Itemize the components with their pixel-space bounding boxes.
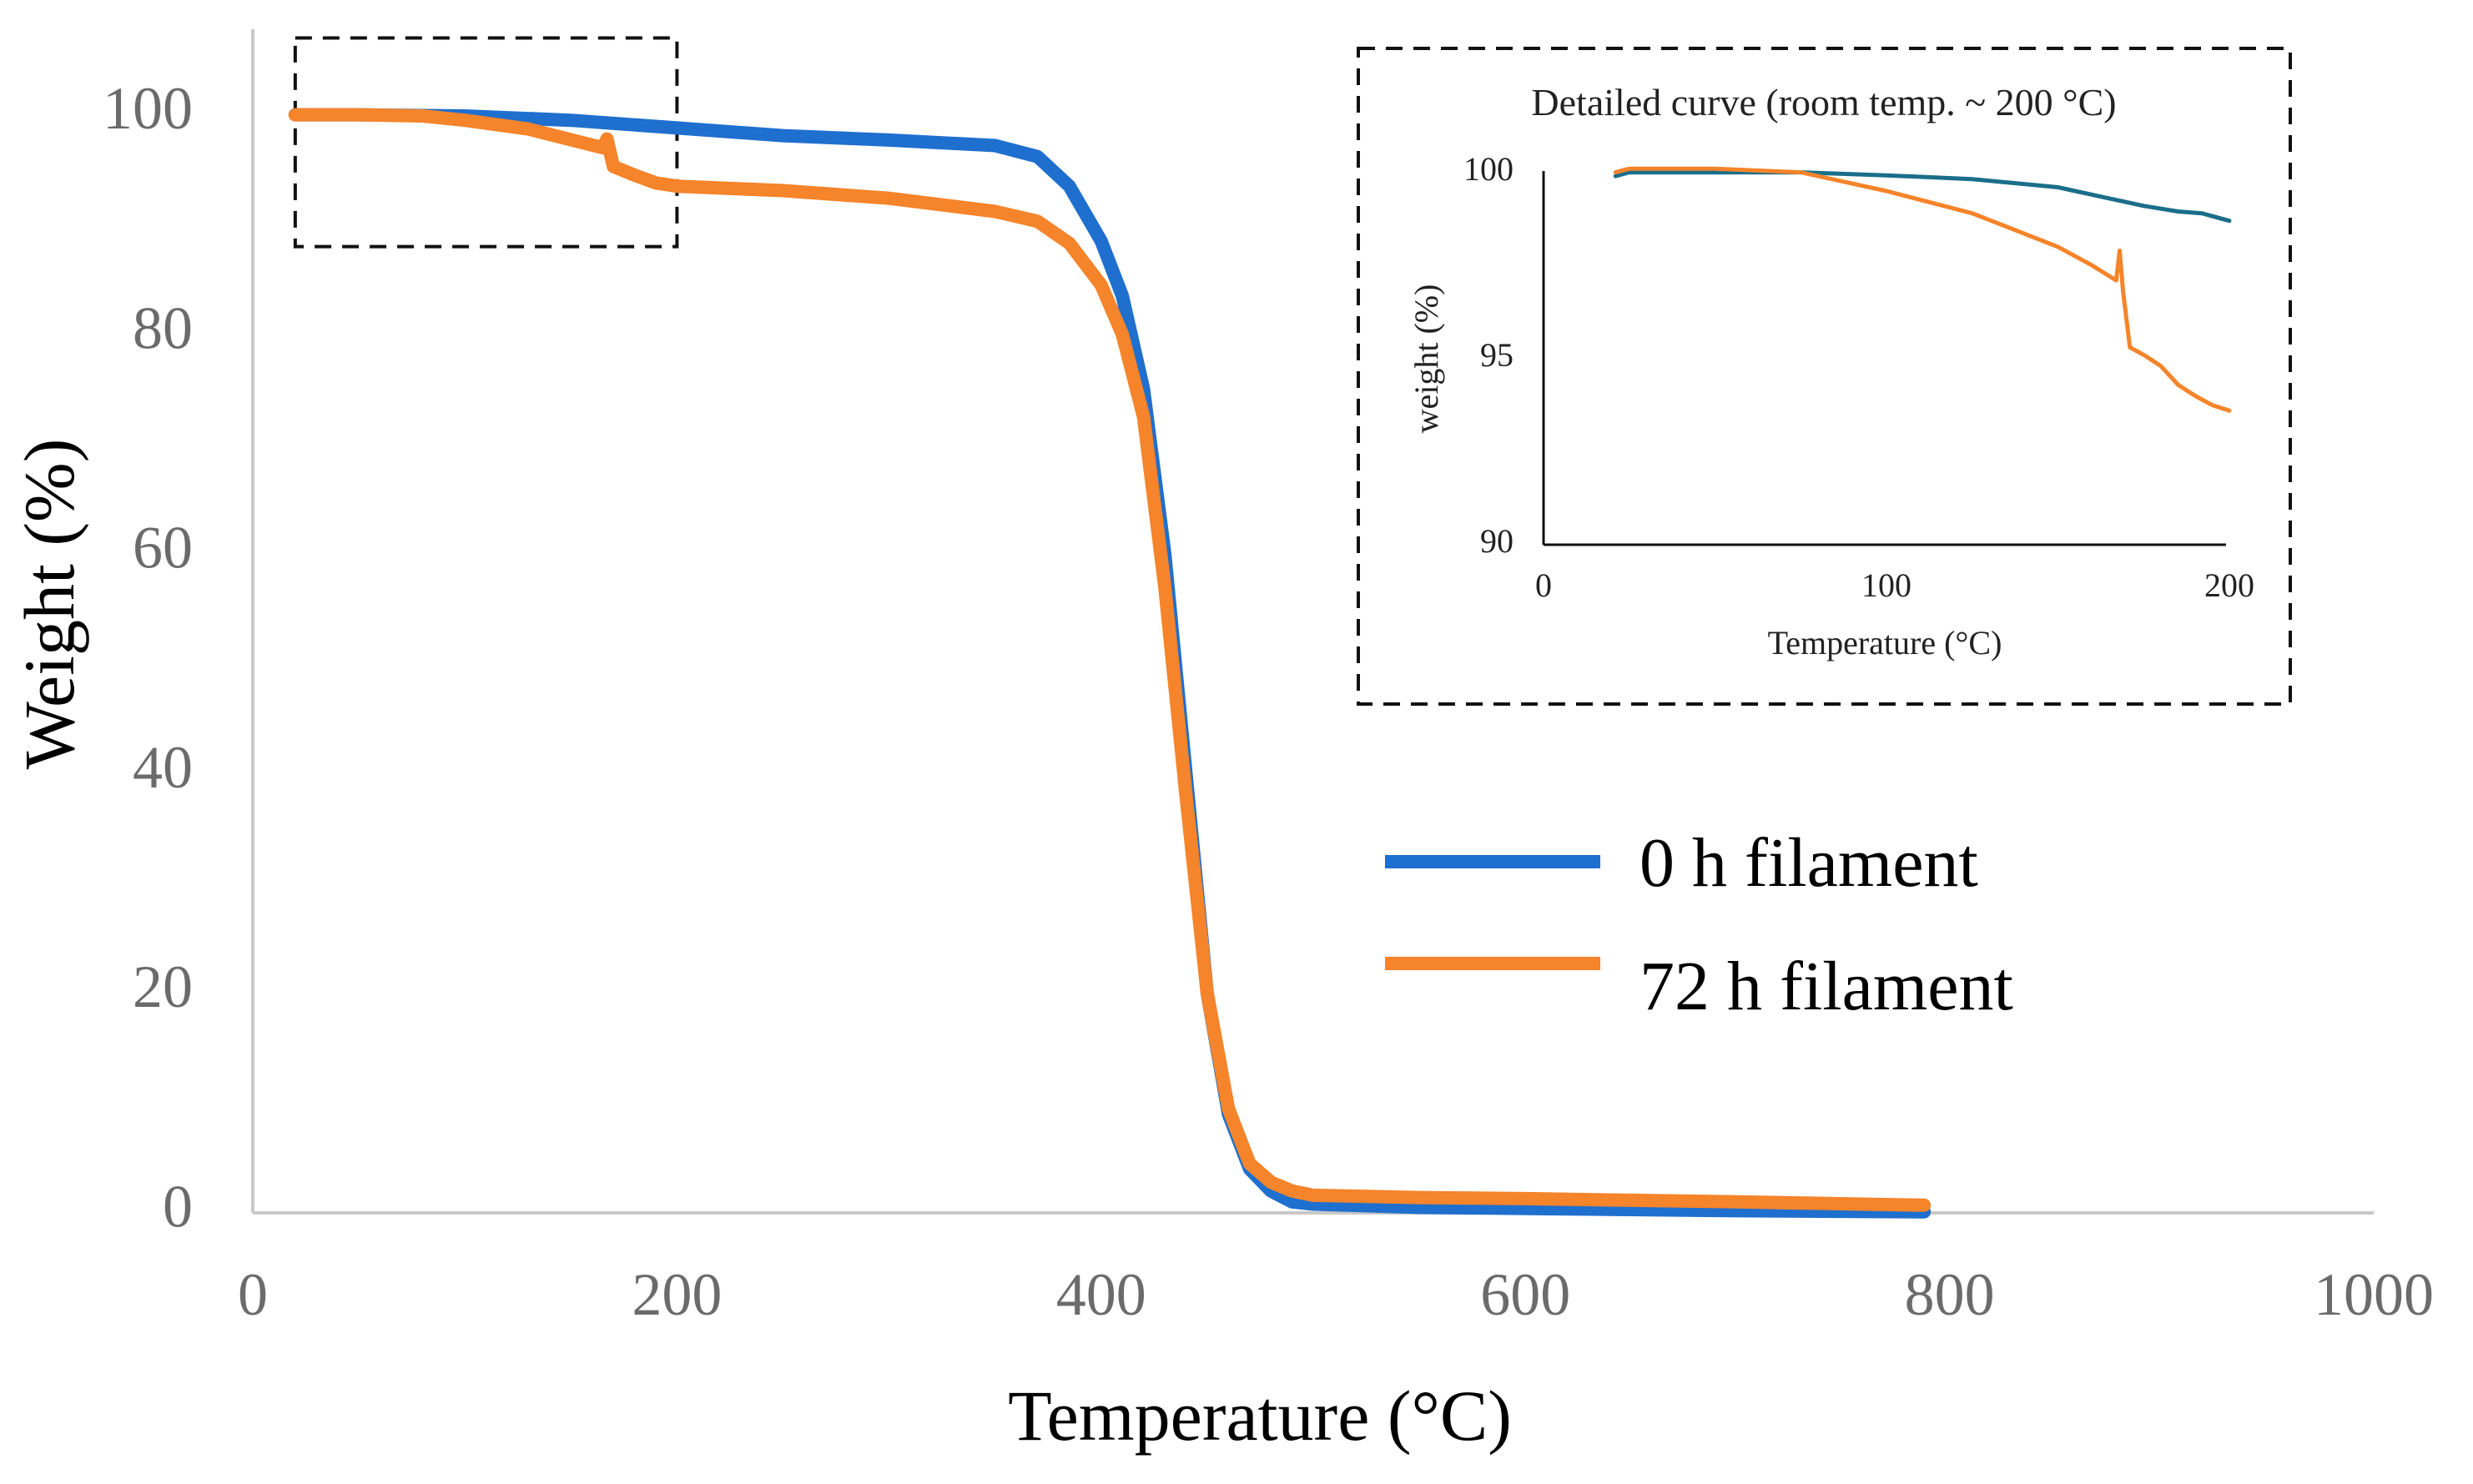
inset-title: Detailed curve (room temp. ~ 200 °C): [1531, 81, 2116, 123]
main-series-group: [288, 108, 1932, 1219]
inset-y-tick-label: 100: [1463, 150, 1514, 188]
inset-y-tick-labels: 90 95 100: [1463, 150, 1514, 560]
main-y-tick-labels: 0 20 40 60 80 100: [103, 75, 193, 1240]
inset-y-axis-title: weight (%): [1408, 284, 1445, 434]
main-x-tick-label: 1000: [2314, 1261, 2434, 1328]
main-y-tick-label: 100: [103, 75, 193, 142]
main-y-tick-label: 0: [163, 1174, 193, 1240]
main-y-tick-label: 60: [133, 515, 193, 581]
inset-x-axis-title: Temperature (°C): [1768, 624, 2002, 662]
main-x-tick-label: 600: [1480, 1261, 1570, 1328]
main-x-tick-label: 400: [1056, 1261, 1146, 1328]
legend-label-0h: 0 h filament: [1639, 824, 1978, 902]
inset-x-tick-label: 0: [1535, 566, 1552, 604]
inset-series-group: [1613, 166, 2232, 413]
main-y-tick-label: 20: [133, 953, 193, 1020]
main-x-axis-title: Temperature (°C): [1008, 1376, 1512, 1456]
inset-x-tick-labels: 0 100 200: [1535, 566, 2254, 604]
main-series-line-0: [288, 108, 1932, 1219]
main-x-tick-label: 0: [238, 1261, 268, 1328]
main-x-tick-label: 200: [632, 1261, 722, 1328]
inset-frame: [1357, 47, 2292, 706]
legend-label-72h: 72 h filament: [1639, 948, 2013, 1025]
inset-series-line-1: [1613, 166, 2232, 413]
main-y-tick-label: 40: [133, 734, 193, 801]
inset-x-tick-label: 100: [1861, 566, 1911, 604]
inset-y-tick-label: 95: [1480, 336, 1514, 374]
main-x-tick-labels: 0 200 400 600 800 1000: [238, 1261, 2434, 1328]
main-y-axis-title: Weight (%): [9, 439, 89, 770]
main-y-tick-label: 80: [133, 294, 193, 361]
main-x-tick-label: 800: [1905, 1261, 1995, 1328]
inset-x-tick-label: 200: [2204, 566, 2254, 604]
inset-chart: Detailed curve (room temp. ~ 200 °C) 0 10…: [1357, 47, 2292, 706]
inset-y-tick-label: 90: [1480, 522, 1514, 560]
zoom-region-box: [293, 36, 679, 249]
legend: 0 h filament 72 h filament: [1385, 824, 2013, 1025]
main-series-line-1: [288, 108, 1932, 1212]
inset-series-line-0: [1613, 170, 2232, 224]
